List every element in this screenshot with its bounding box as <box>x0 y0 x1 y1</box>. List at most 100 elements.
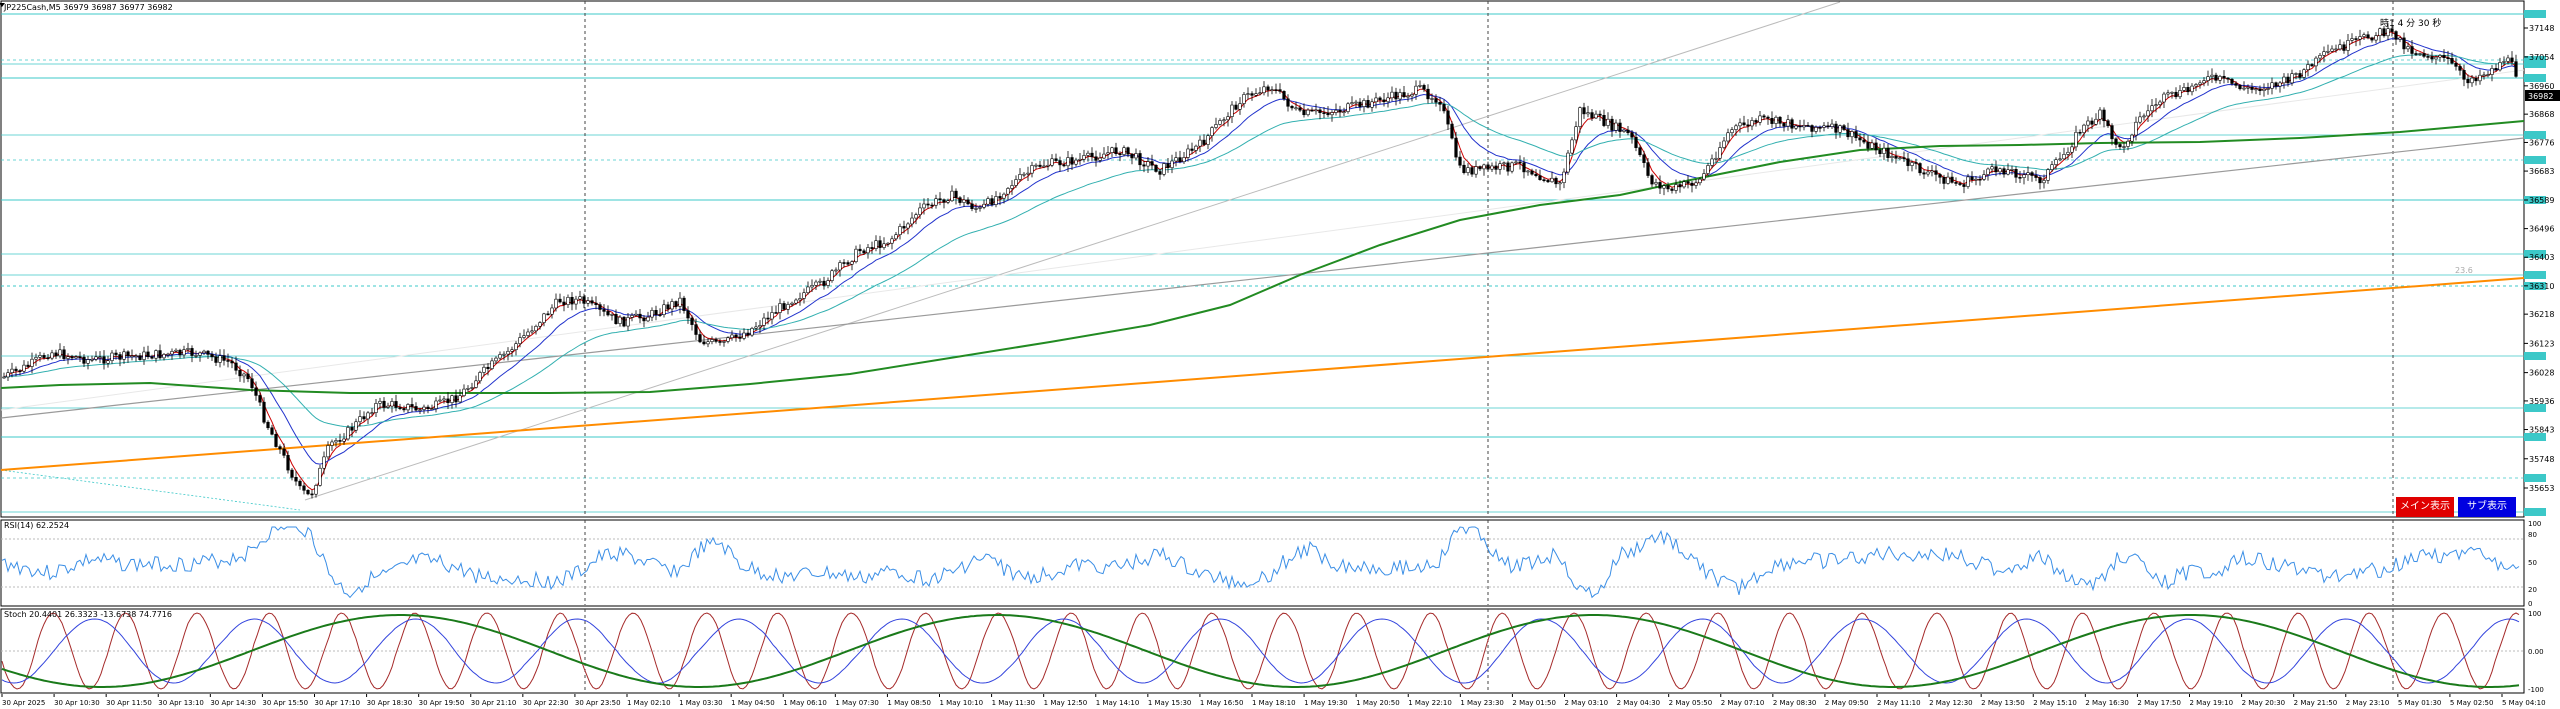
candle-body <box>346 427 350 440</box>
time-tick-label: 5 May 04:10 <box>2502 699 2546 707</box>
time-tick-label: 1 May 12:50 <box>1044 699 1088 707</box>
candle-body <box>1642 154 1646 163</box>
candle-body <box>2114 138 2118 145</box>
candle-body <box>1694 182 1698 186</box>
candle-body <box>1530 170 1534 175</box>
candle-body <box>642 317 646 322</box>
candle-body <box>1550 177 1554 183</box>
candle-body <box>2246 86 2250 89</box>
candle-body <box>2170 91 2174 94</box>
candle-body <box>126 351 130 357</box>
candle-body <box>1290 105 1294 109</box>
candle-body <box>1982 174 1986 180</box>
horizontal-level-lines[interactable] <box>1 10 2546 516</box>
rising-trendline[interactable] <box>304 1 1841 501</box>
trend-lines[interactable] <box>0 1 2525 511</box>
candle-body <box>50 352 54 359</box>
candle-body <box>622 316 626 327</box>
candle-body <box>2234 83 2238 86</box>
time-tick-label: 1 May 10:10 <box>940 699 984 707</box>
time-tick-label: 1 May 15:30 <box>1148 699 1192 707</box>
candle-body <box>2442 55 2446 59</box>
candle-body <box>190 348 194 356</box>
candle-body <box>986 198 990 205</box>
candle-body <box>2486 74 2490 76</box>
support-trendline[interactable] <box>0 137 2525 419</box>
channel-trendline[interactable] <box>0 69 2525 411</box>
price-tick-label: 36960 <box>2529 82 2554 91</box>
candle-body <box>1750 120 1754 127</box>
candle-body <box>906 223 910 229</box>
candle-body <box>1098 157 1102 161</box>
candle-body <box>454 395 458 403</box>
price-axis: 37148 37054 36960 36868 36776 36683 36589 36496… <box>2524 24 2554 493</box>
candle-body <box>1794 125 1798 129</box>
candle-body <box>690 317 694 325</box>
candle-body <box>62 349 66 359</box>
main-chart-panel[interactable]: 37148 37054 36960 36868 36776 36683 36589 36496… <box>0 0 2560 518</box>
candle-body <box>598 304 602 310</box>
candle-body <box>2186 87 2190 93</box>
candle-body <box>474 380 478 388</box>
candle-body <box>1002 193 1006 199</box>
candle-body <box>446 398 450 404</box>
candle-body <box>1146 161 1150 167</box>
time-tick-label: 2 May 01:50 <box>1512 699 1556 707</box>
sub-view-button[interactable]: サブ表示 <box>2458 497 2516 517</box>
candle-body <box>370 412 374 414</box>
dropdown-triangle-icon[interactable] <box>0 3 5 7</box>
candle-body <box>1410 94 1414 97</box>
candle-body <box>1198 139 1202 147</box>
candle-body <box>1326 112 1330 116</box>
candle-body <box>286 455 290 471</box>
current-price-marker <box>2525 90 2560 101</box>
candle-body <box>958 197 962 203</box>
time-tick-label: 5 May 01:30 <box>2398 699 2442 707</box>
candle-body <box>1386 97 1390 103</box>
candle-body <box>2258 88 2262 91</box>
candle-body <box>1682 181 1686 188</box>
candle-body <box>186 348 190 350</box>
ma-long-orange-line <box>0 277 2525 471</box>
candle-body <box>2054 159 2058 165</box>
candle-body <box>1886 147 1890 158</box>
candle-body <box>834 269 838 272</box>
candle-body <box>726 337 730 342</box>
candle-body <box>2330 48 2334 52</box>
stoch-panel[interactable]: Stoch 20.4401 26.3323 -13.6738 74.7716 1… <box>0 608 2560 694</box>
candle-body <box>2022 174 2026 178</box>
candle-body <box>1618 122 1622 132</box>
candle-body <box>1914 162 1918 164</box>
candle-body <box>202 350 206 354</box>
candle-body <box>1666 185 1670 190</box>
time-tick-label: 30 Apr 23:50 <box>575 699 621 707</box>
candle-body <box>2398 37 2402 40</box>
candle-body <box>666 304 670 310</box>
candle-body <box>322 456 326 469</box>
time-tick-label: 30 Apr 22:30 <box>523 699 569 707</box>
current-price-label: 36982 <box>2528 92 2553 101</box>
candle-body <box>1842 125 1846 130</box>
candle-body <box>1734 125 1738 130</box>
candle-body <box>434 400 438 409</box>
candle-body <box>1122 147 1126 155</box>
candle-body <box>514 343 518 351</box>
candle-body <box>1678 184 1682 188</box>
candle-body <box>1286 98 1290 107</box>
candle-body <box>2346 40 2350 51</box>
candle-body <box>2158 101 2162 105</box>
candle-body <box>1234 104 1238 110</box>
candle-body <box>994 196 998 205</box>
time-axis: 30 Apr 2025 30 Apr 10:30 30 Apr 11:50 30 Ap… <box>1 694 2546 707</box>
candle-body <box>922 203 926 209</box>
main-view-button[interactable]: メイン表示 <box>2396 497 2454 517</box>
candle-body <box>378 400 382 404</box>
rsi-label: RSI(14) 62.2524 <box>4 521 69 530</box>
candle-body <box>1970 176 1974 180</box>
candle-body <box>1374 97 1378 103</box>
candle-body <box>962 199 966 203</box>
candle-body <box>302 485 306 491</box>
candle-body <box>2190 85 2194 93</box>
rsi-panel[interactable]: RSI(14) 62.2524 100 80 50 20 0 <box>0 519 2560 607</box>
candle-body <box>1306 109 1310 116</box>
